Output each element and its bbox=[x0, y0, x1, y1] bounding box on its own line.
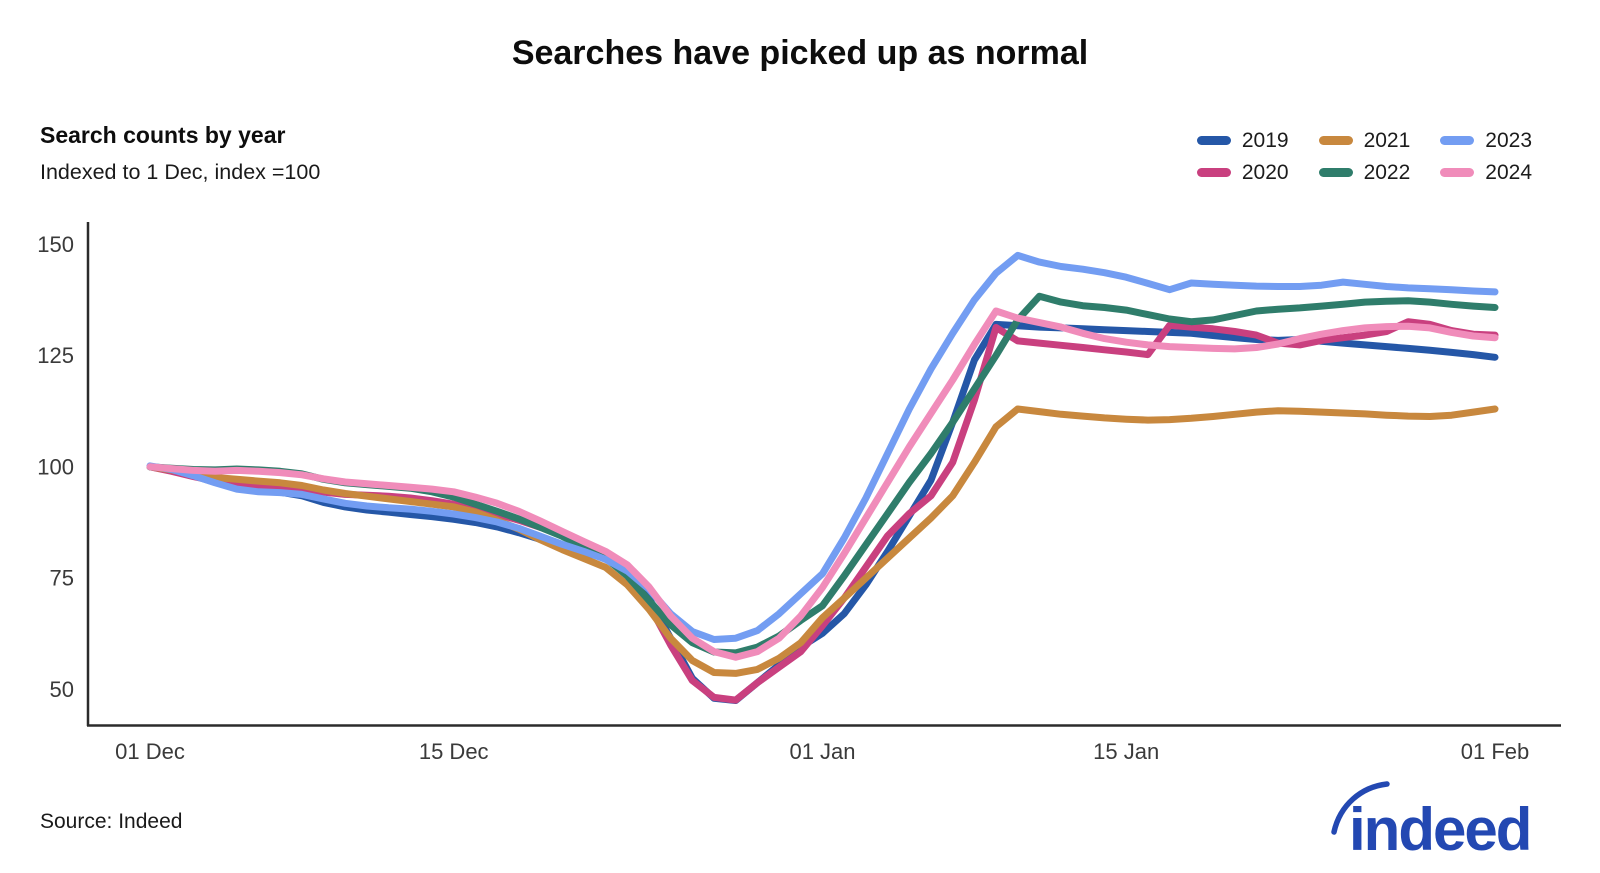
legend-label: 2021 bbox=[1363, 129, 1411, 152]
y-tick-label: 50 bbox=[50, 677, 74, 702]
legend-label: 2023 bbox=[1485, 129, 1532, 152]
legend-swatch-icon bbox=[1440, 136, 1475, 145]
y-tick-label: 75 bbox=[50, 566, 74, 591]
legend-label: 2019 bbox=[1241, 129, 1289, 152]
legend: 2019 2021 2023 2020 2022 2024 bbox=[1196, 129, 1532, 184]
x-tick-label: 15 Dec bbox=[419, 739, 489, 764]
x-tick-label: 01 Feb bbox=[1461, 739, 1530, 764]
y-tick-label: 100 bbox=[37, 454, 74, 479]
source-note: Source: Indeed bbox=[40, 810, 183, 833]
x-tick-label: 01 Dec bbox=[115, 739, 185, 764]
y-tick-label: 150 bbox=[37, 232, 74, 257]
indeed-logo: indeed bbox=[1327, 778, 1542, 865]
chart-subtitle-heading: Search counts by year bbox=[40, 122, 286, 148]
legend-swatch-icon bbox=[1318, 168, 1353, 177]
chart-subtitle-note: Indexed to 1 Dec, index =100 bbox=[40, 160, 321, 184]
series-line-2021 bbox=[146, 405, 1499, 677]
x-tick-label: 15 Jan bbox=[1093, 739, 1159, 764]
legend-label: 2024 bbox=[1485, 161, 1532, 184]
legend-item-2023: 2023 bbox=[1440, 130, 1532, 151]
chart-svg: 50 75 100 125 150 01 Dec 15 Dec 01 Jan 15 Jan 01 … bbox=[37, 222, 1561, 764]
legend-label: 2020 bbox=[1241, 161, 1289, 184]
legend-item-2022: 2022 bbox=[1318, 161, 1411, 184]
indeed-logo-text: indeed bbox=[1349, 796, 1530, 860]
series-line-2019 bbox=[146, 320, 1499, 704]
legend-swatch-icon bbox=[1196, 168, 1231, 177]
legend-label: 2022 bbox=[1363, 161, 1411, 184]
y-tick-label: 125 bbox=[37, 343, 74, 368]
series-line-2023 bbox=[146, 251, 1499, 643]
series-line-2022 bbox=[146, 292, 1499, 657]
legend-swatch-icon bbox=[1440, 168, 1475, 177]
legend-swatch-icon bbox=[1196, 136, 1231, 145]
series-line-2024 bbox=[146, 307, 1499, 661]
chart-title: Searches have picked up as normal bbox=[511, 34, 1089, 72]
legend-swatch-icon bbox=[1318, 136, 1353, 145]
legend-item-2021: 2021 bbox=[1318, 129, 1411, 152]
legend-item-2024: 2024 bbox=[1440, 162, 1532, 183]
indeed-logo-swoosh-icon bbox=[1331, 781, 1390, 835]
x-tick-label: 01 Jan bbox=[789, 739, 855, 764]
legend-item-2019: 2019 bbox=[1196, 129, 1289, 152]
legend-item-2020: 2020 bbox=[1196, 161, 1289, 184]
